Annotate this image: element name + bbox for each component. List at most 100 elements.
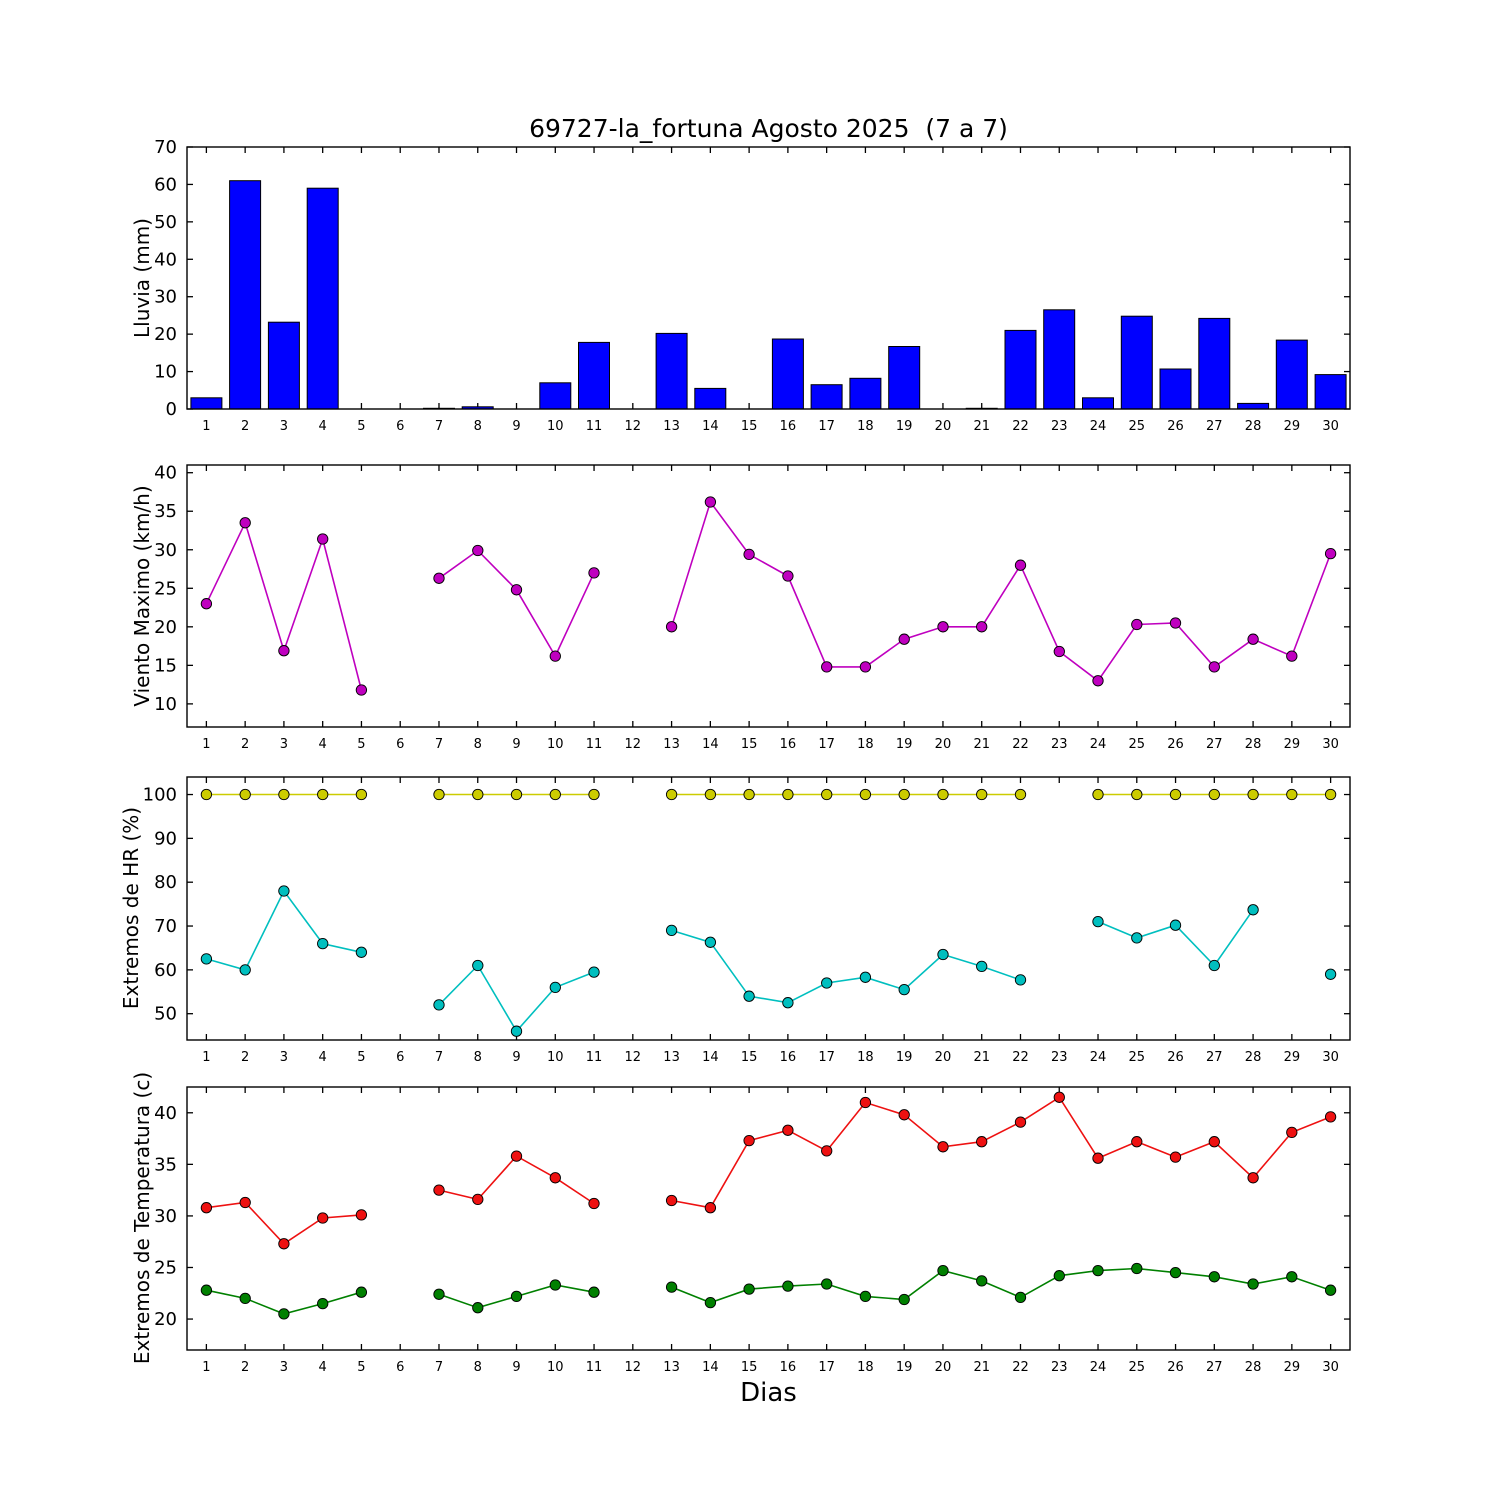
x-tick-label: 24 <box>1090 737 1107 752</box>
rain-bars <box>190 180 1347 410</box>
hr-minima-marker-day-8 <box>472 959 484 972</box>
bar-day-30 <box>1314 374 1347 410</box>
hr-minima-marker-day-3 <box>278 885 290 897</box>
temp-maxima-marker-day-20 <box>937 1141 949 1153</box>
viento-marker-day-27 <box>1208 661 1220 673</box>
x-tick-label: 2 <box>241 737 249 752</box>
x-tick-label: 7 <box>435 1050 443 1065</box>
y-tick-label: 20 <box>154 1309 177 1330</box>
ylabel-viento: Viento Maximo (km/h) <box>130 485 154 707</box>
viento-marker-day-30 <box>1324 547 1337 560</box>
axes-frame <box>186 1086 1351 1351</box>
x-tick-label: 4 <box>319 1050 327 1065</box>
x-tick-label: 11 <box>586 1050 603 1065</box>
viento-marker-day-29 <box>1286 650 1298 662</box>
temp-minima-line <box>206 1267 1331 1315</box>
y-tick-label: 15 <box>154 655 177 676</box>
hr-maxima-marker-day-24 <box>1092 788 1104 801</box>
x-tick-label: 16 <box>780 1360 797 1375</box>
hr-maxima-marker-day-21 <box>976 788 988 801</box>
ylabel-temperatura: Extremos de Temperatura (c) <box>130 1071 154 1365</box>
temp-maxima-marker-day-21 <box>976 1136 988 1148</box>
bar-day-25 <box>1120 315 1153 410</box>
bar-day-3 <box>267 321 300 410</box>
x-tick-label: 6 <box>396 737 404 752</box>
x-tick-label: 3 <box>280 1050 288 1065</box>
x-tick-label: 26 <box>1167 419 1184 434</box>
bar-day-18 <box>849 377 882 410</box>
x-tick-label: 28 <box>1245 419 1262 434</box>
viento-marker-day-16 <box>782 570 794 582</box>
x-tick-label: 26 <box>1167 1360 1184 1375</box>
x-tick-label: 20 <box>935 737 952 752</box>
x-tick-label: 9 <box>512 1050 520 1065</box>
y-tick-label: 80 <box>154 872 177 893</box>
y-tick-label: 70 <box>154 916 177 937</box>
temp-minima-marker-day-23 <box>1053 1270 1065 1282</box>
bar-day-17 <box>810 384 843 410</box>
hr-maxima-marker-day-1 <box>200 788 213 801</box>
hr-minima-marker-day-28 <box>1247 904 1259 916</box>
x-tick-label: 12 <box>625 1360 642 1375</box>
x-tick-label: 29 <box>1284 1050 1301 1065</box>
hr-maxima-marker-day-14 <box>704 788 717 801</box>
series-temp-minima <box>200 1262 1337 1320</box>
temp-maxima-marker-day-18 <box>859 1096 872 1109</box>
series-hr-minima <box>200 885 1337 1037</box>
y-tick-label: 30 <box>154 1206 177 1227</box>
temp-minima-marker-day-1 <box>200 1284 213 1296</box>
x-tick-label: 6 <box>396 1360 404 1375</box>
ylabel-hr: Extremos de HR (%) <box>119 806 143 1010</box>
x-tick-label: 28 <box>1245 1050 1262 1065</box>
temp-minima-marker-day-7 <box>433 1288 445 1300</box>
viento-marker-day-1 <box>200 598 213 610</box>
x-tick-label: 12 <box>625 419 642 434</box>
hr-minima-marker-day-4 <box>317 937 329 950</box>
x-tick-label: 16 <box>780 737 797 752</box>
x-tick-label: 16 <box>780 1050 797 1065</box>
x-tick-label: 23 <box>1051 737 1068 752</box>
x-tick-label: 26 <box>1167 1050 1184 1065</box>
y-tick-label: 25 <box>154 578 177 599</box>
x-tick-label: 10 <box>547 1360 564 1375</box>
x-tick-label: 10 <box>547 419 564 434</box>
viento-marker-day-3 <box>278 645 290 657</box>
temp-maxima-marker-day-10 <box>549 1172 561 1184</box>
x-tick-label: 21 <box>973 419 990 434</box>
x-tick-label: 8 <box>474 1360 482 1375</box>
temp-maxima-marker-day-19 <box>898 1109 910 1121</box>
bar-day-27 <box>1198 317 1231 410</box>
viento-marker-day-15 <box>743 548 755 561</box>
bar-day-14 <box>694 387 727 410</box>
temp-maxima-marker-day-2 <box>239 1196 251 1209</box>
temp-maxima-marker-day-9 <box>510 1150 523 1162</box>
ylabel-lluvia: Lluvia (mm) <box>130 218 154 338</box>
y-tick-label: 100 <box>143 785 177 806</box>
x-tick-label: 19 <box>896 419 913 434</box>
temp-minima-marker-day-15 <box>743 1283 755 1295</box>
axes-frame <box>186 464 1351 728</box>
temp-maxima-marker-day-28 <box>1247 1172 1259 1184</box>
temp-minima-marker-day-28 <box>1247 1278 1259 1290</box>
viento-marker-day-11 <box>588 567 600 579</box>
hr-minima-marker-day-7 <box>433 999 445 1011</box>
x-tick-label: 7 <box>435 1360 443 1375</box>
x-tick-label: 22 <box>1012 1050 1029 1065</box>
x-tick-label: 17 <box>818 419 835 434</box>
x-tick-label: 9 <box>512 737 520 752</box>
viento-line <box>205 500 1332 691</box>
temp-minima-marker-day-29 <box>1286 1271 1298 1283</box>
y-tick-label: 50 <box>154 212 177 233</box>
hr-minima-marker-day-24 <box>1092 915 1104 928</box>
temp-maxima-marker-day-16 <box>782 1124 794 1136</box>
bar-day-26 <box>1159 368 1192 410</box>
x-tick-label: 4 <box>319 419 327 434</box>
hr-maxima-marker-day-2 <box>239 788 251 801</box>
hr-minima-marker-day-20 <box>937 948 949 961</box>
hr-maxima-marker-day-29 <box>1286 788 1298 801</box>
x-tick-label: 26 <box>1167 737 1184 752</box>
temp-maxima-line <box>206 1096 1331 1245</box>
y-tick-label: 25 <box>154 1257 177 1278</box>
